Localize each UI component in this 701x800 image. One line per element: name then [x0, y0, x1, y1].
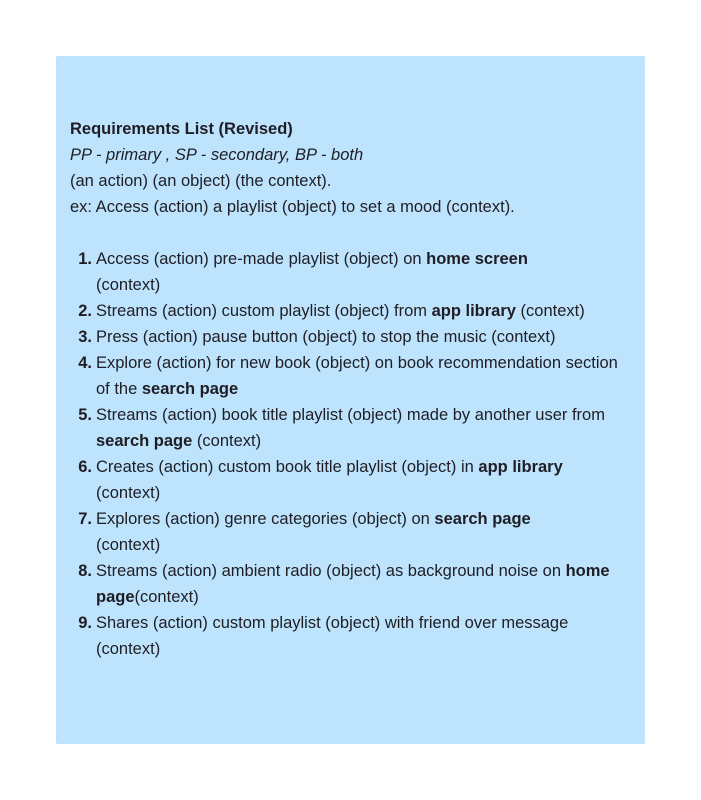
blank-line — [70, 220, 631, 246]
item-number: 9. — [78, 614, 92, 632]
item-context: (context) — [96, 536, 161, 554]
item-text: Streams (action) custom playlist (object… — [96, 302, 432, 320]
item-number: 7. — [78, 510, 92, 528]
note-pattern: (an action) (an object) (the context). — [70, 172, 332, 190]
list-item: 9. Shares (action) custom playlist (objec… — [78, 610, 631, 662]
list-item: 2. Streams (action) custom playlist (obje… — [78, 298, 631, 324]
list-item: 6. Creates (action) custom book title pla… — [78, 454, 631, 506]
item-context: (context) — [192, 432, 262, 450]
item-number: 5. — [78, 406, 92, 424]
item-number: 8. — [78, 562, 92, 580]
sticky-note: Requirements List (Revised) PP - primary… — [56, 56, 645, 744]
list-item: 3. Press (action) pause button (object) t… — [78, 324, 631, 350]
item-bold-text: home page — [96, 562, 610, 606]
item-text: Press (action) pause button (object) to … — [96, 328, 556, 346]
item-context: (context) — [515, 302, 585, 320]
item-bold-text: search page — [434, 510, 531, 528]
list-item: 1. Access (action) pre-made playlist (obj… — [78, 246, 631, 298]
item-number: 4. — [78, 354, 92, 372]
list-item: 5. Streams (action) book title playlist (… — [78, 402, 631, 454]
item-bold-text: app library — [478, 458, 563, 476]
item-text: Creates (action) custom book title playl… — [96, 458, 479, 476]
requirements-list: 1. Access (action) pre-made playlist (obj… — [70, 246, 631, 662]
item-text: Streams (action) book title playlist (ob… — [96, 406, 605, 424]
item-context: (context) — [96, 484, 161, 502]
item-text: Streams (action) ambient radio (object) … — [96, 562, 566, 580]
item-text: Explores (action) genre categories (obje… — [96, 510, 435, 528]
item-text: Explore (action) for new book (object) o… — [96, 354, 618, 398]
list-item: 8. Streams (action) ambient radio (object… — [78, 558, 631, 610]
item-text: Shares (action) custom playlist (object)… — [96, 614, 569, 658]
item-text: Access (action) pre-made playlist (objec… — [96, 250, 427, 268]
item-bold-text: search page — [96, 432, 193, 450]
note-example: ex: Access (action) a playlist (object) … — [70, 198, 515, 216]
item-context: (context) — [96, 276, 161, 294]
list-item: 7. Explores (action) genre categories (ob… — [78, 506, 631, 558]
list-item: 4. Explore (action) for new book (object)… — [78, 350, 631, 402]
item-number: 6. — [78, 458, 92, 476]
item-context: (context) — [134, 588, 199, 606]
note-title: Requirements List (Revised) — [70, 120, 293, 138]
item-number: 1. — [78, 250, 92, 268]
item-number: 2. — [78, 302, 92, 320]
note-legend: PP - primary , SP - secondary, BP - both — [70, 146, 364, 164]
item-bold-text: app library — [431, 302, 516, 320]
item-bold-text: search page — [141, 380, 239, 398]
item-bold-text: home screen — [426, 250, 528, 268]
item-number: 3. — [78, 328, 92, 346]
